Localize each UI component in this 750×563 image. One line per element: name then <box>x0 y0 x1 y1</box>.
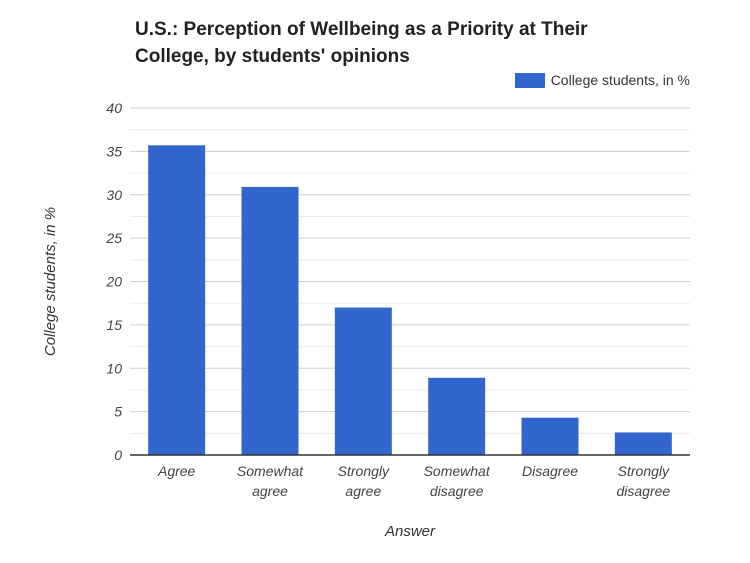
bar-disagree <box>521 417 579 455</box>
chart-title: U.S.: Perception of Wellbeing as a Prior… <box>135 19 588 67</box>
y-tick-label: 5 <box>114 404 122 420</box>
x-tick-label: Somewhat agree <box>237 463 304 499</box>
y-tick-label: 20 <box>105 274 122 290</box>
legend: College students, in % <box>514 72 690 88</box>
x-tick-label: Strongly agree <box>338 463 390 499</box>
y-tick-label: 15 <box>106 317 122 333</box>
x-tick-label: Agree <box>157 463 196 479</box>
bar-agree <box>148 145 206 456</box>
y-tick-label: 10 <box>106 360 122 376</box>
x-tick-label: Disagree <box>522 463 578 479</box>
y-tick-label: 35 <box>106 143 122 159</box>
legend-label: College students, in % <box>550 72 690 88</box>
y-tick-label: 0 <box>114 447 122 463</box>
y-tick-label: 40 <box>106 100 122 116</box>
bar-strongly-disagree <box>614 432 672 455</box>
x-tick-label: Somewhat disagree <box>424 463 491 499</box>
bar-somewhat-disagree <box>428 377 486 455</box>
y-tick-label: 25 <box>105 230 122 246</box>
bar-somewhat-agree <box>241 186 299 455</box>
y-axis-title: College students, in % <box>42 207 59 356</box>
y-tick-label: 30 <box>106 187 122 203</box>
bar-strongly-agree <box>334 307 392 455</box>
x-tick-label: Strongly disagree <box>616 463 670 499</box>
x-axis-title: Answer <box>384 523 436 540</box>
legend-swatch <box>514 72 545 88</box>
